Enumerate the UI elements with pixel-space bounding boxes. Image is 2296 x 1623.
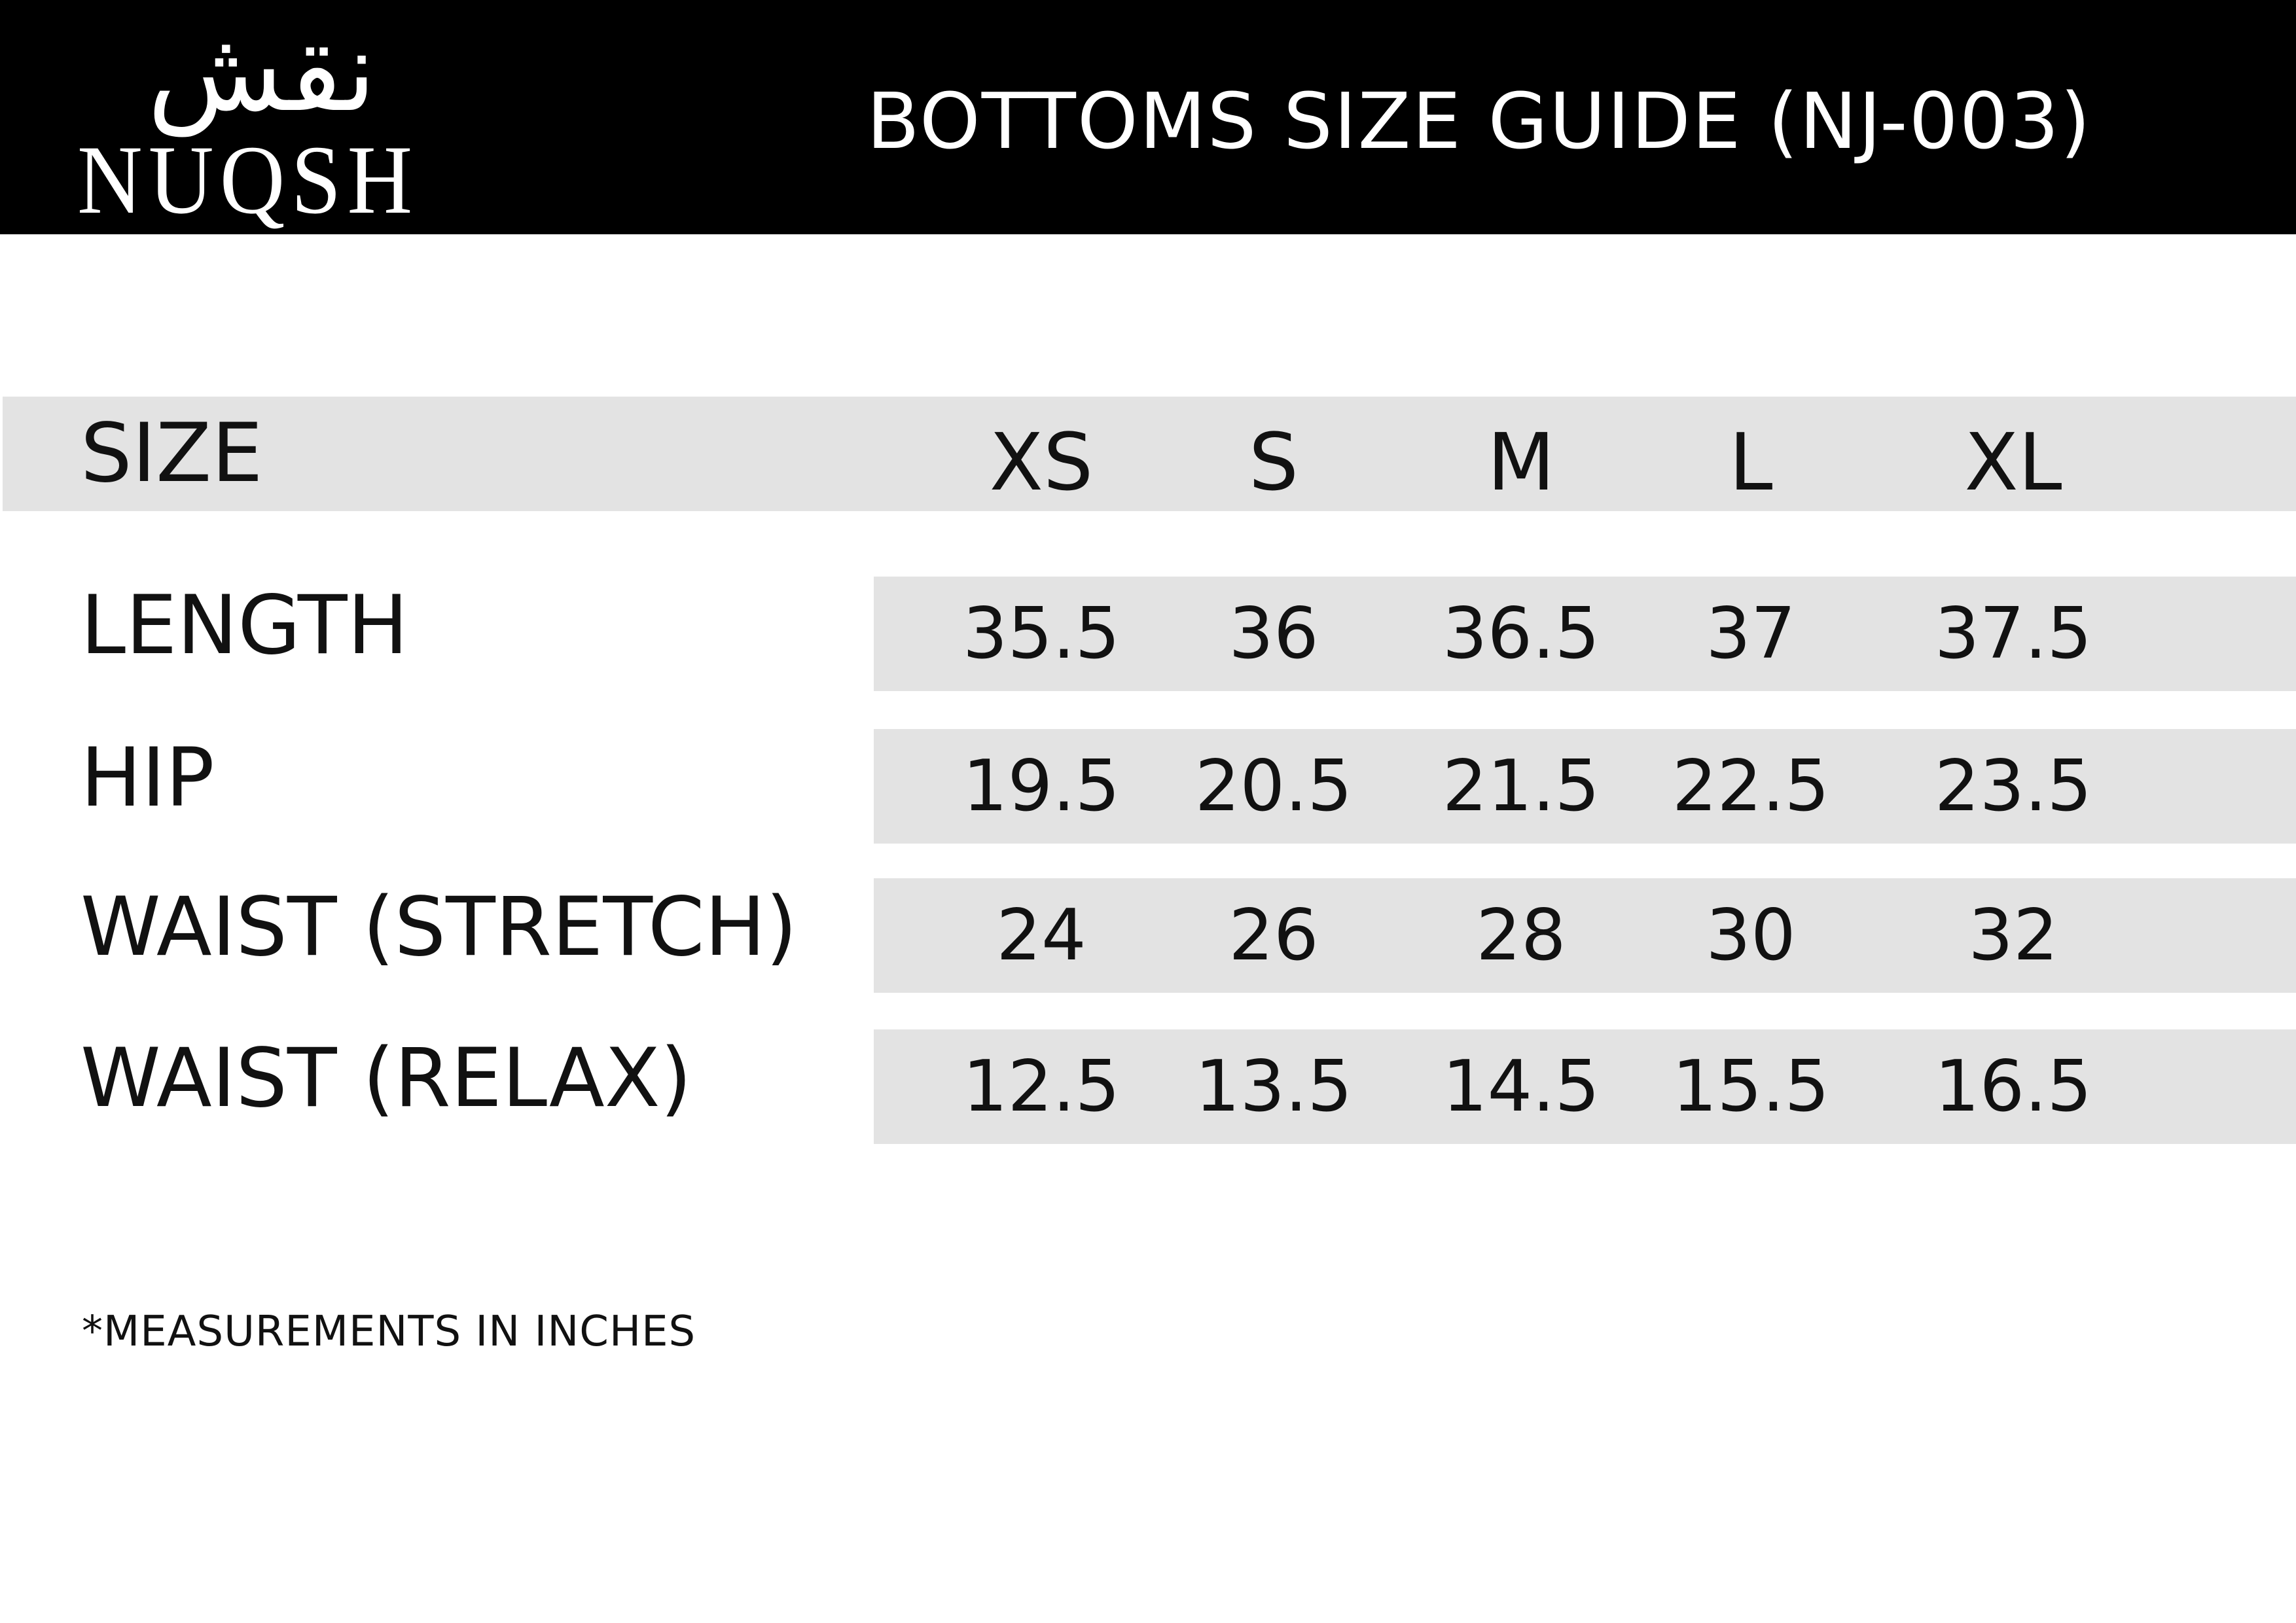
size-column-header: XL bbox=[1964, 418, 2062, 508]
table-row-band bbox=[874, 1029, 2296, 1144]
table-cell: 12.5 bbox=[962, 1046, 1121, 1128]
size-column-header: S bbox=[1248, 418, 1299, 508]
table-cell: 37 bbox=[1706, 593, 1796, 675]
size-column-header: L bbox=[1729, 418, 1773, 508]
table-cell: 13.5 bbox=[1194, 1046, 1353, 1128]
table-row-band bbox=[874, 577, 2296, 691]
table-cell: 30 bbox=[1706, 895, 1796, 976]
table-cell: 26 bbox=[1229, 895, 1319, 976]
row-label: WAIST (RELAX) bbox=[81, 1031, 692, 1126]
table-cell: 35.5 bbox=[962, 593, 1121, 675]
table-cell: 36 bbox=[1229, 593, 1319, 675]
row-label: HIP bbox=[81, 731, 215, 825]
size-column-header: M bbox=[1487, 418, 1555, 508]
row-label: LENGTH bbox=[81, 579, 408, 673]
table-cell: 37.5 bbox=[1934, 593, 2092, 675]
size-header-row bbox=[3, 397, 2296, 511]
table-cell: 22.5 bbox=[1672, 745, 1830, 827]
table-cell: 36.5 bbox=[1442, 593, 1600, 675]
table-cell: 32 bbox=[1968, 895, 2058, 976]
table-cell: 24 bbox=[996, 895, 1086, 976]
size-column-header: XS bbox=[989, 418, 1094, 508]
table-cell: 19.5 bbox=[962, 745, 1121, 827]
header-bar: نقش NUQSH BOTTOMS SIZE GUIDE (NJ-003) bbox=[0, 0, 2296, 234]
brand-logo-arabic: نقش bbox=[147, 7, 377, 137]
table-row-band bbox=[874, 878, 2296, 993]
table-cell: 14.5 bbox=[1442, 1046, 1600, 1128]
row-label: WAIST (STRETCH) bbox=[81, 880, 798, 974]
table-cell: 16.5 bbox=[1934, 1046, 2092, 1128]
size-header-label: SIZE bbox=[81, 406, 263, 501]
table-cell: 20.5 bbox=[1194, 745, 1353, 827]
table-row-band bbox=[874, 729, 2296, 844]
page-title: BOTTOMS SIZE GUIDE (NJ-003) bbox=[867, 76, 2092, 166]
table-cell: 15.5 bbox=[1672, 1046, 1830, 1128]
brand-logo-name: NUQSH bbox=[77, 126, 419, 234]
table-cell: 23.5 bbox=[1934, 745, 2092, 827]
table-cell: 28 bbox=[1476, 895, 1566, 976]
table-cell: 21.5 bbox=[1442, 745, 1600, 827]
footnote: *MEASUREMENTS IN INCHES bbox=[82, 1308, 696, 1356]
